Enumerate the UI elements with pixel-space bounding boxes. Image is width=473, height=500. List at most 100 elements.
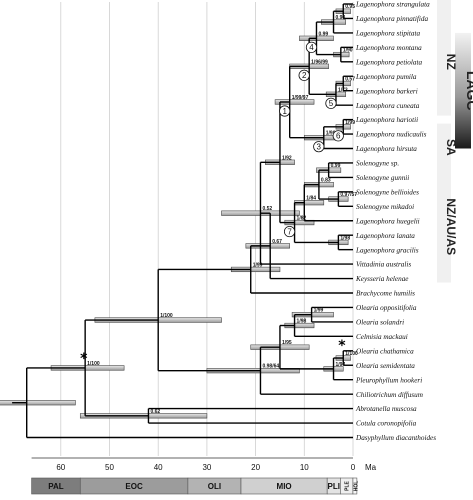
support-label-n7: 1/82 (297, 216, 307, 222)
taxon-lagenophora-gracilis: Lagenophora gracilis (355, 246, 419, 254)
taxon-labels: Lagenophora strangulata Lagenophora pinna… (355, 1, 436, 443)
epoch-label-oli: OLI (208, 482, 221, 491)
taxon-cotula-coronopifolia: Cotula coronopifolia (356, 420, 417, 428)
sa-region-bar (437, 123, 451, 167)
support-label-n62: 0.62 (150, 409, 160, 415)
circled-node-1 (279, 105, 291, 117)
nz-region-bar (437, 0, 451, 116)
tick-label-60: 60 (56, 463, 65, 472)
support-label-lgra: 1/98 (340, 235, 350, 241)
support-label-n100a: 1/100 (87, 361, 100, 367)
circled-node-4 (305, 41, 318, 53)
taxon-olearia-semidentata: Olearia semidentata (356, 362, 415, 370)
taxon-olearia-chathamica: Olearia chathamica (356, 347, 414, 355)
star-marker-n100a: * (80, 351, 88, 367)
axis-unit-label: Ma (365, 463, 377, 472)
time-axis: 60 50 40 30 20 10 0 Ma (31, 457, 377, 472)
taxon-lagenophora-montana: Lagenophora montana (355, 44, 422, 52)
taxon-olearia-solandri: Olearia solandri (356, 319, 404, 327)
circled-node-3 (313, 141, 325, 153)
label-lagc: LAGC (464, 71, 473, 111)
taxon-lagenophora-stipitata: Lagenophora stipitata (355, 30, 421, 38)
hpd-bar-root (0, 400, 76, 406)
epoch-hol (352, 477, 358, 495)
label-sa: SA (444, 139, 458, 156)
nzauas-region-bar (437, 166, 451, 283)
circled-node-label-1: 1 (282, 107, 287, 116)
taxon-lagenophora-hariotii: Lagenophora hariotii (355, 116, 418, 124)
support-label-o99: 1/99 (314, 308, 324, 314)
circled-node-7 (283, 225, 296, 238)
support-label-n100b: 1/100 (160, 313, 173, 319)
taxon-celmisia-mackaui: Celmisia mackaui (356, 333, 408, 341)
taxon-lagenophora-barkeri: Lagenophora barkeri (355, 87, 418, 95)
taxon-lagenophora-hirsuta: Lagenophora hirsuta (355, 145, 417, 153)
lagc-gradient-bar (455, 32, 471, 149)
support-label-n52: 0.52 (262, 206, 272, 212)
epoch-label-mio: MIO (277, 482, 292, 491)
circled-node-label-5: 5 (329, 99, 334, 108)
support-label-n67: 0.67 (272, 239, 282, 245)
circled-node-label-3: 3 (317, 142, 322, 151)
hpd-bar-o99 (291, 312, 334, 318)
support-label-n4: 0.99 (318, 31, 328, 37)
circled-node-label-6: 6 (336, 132, 341, 141)
tick-label-0: 0 (351, 463, 356, 472)
taxon-solenogyne-sp: Solenogyne sp. (356, 160, 399, 168)
support-label-o64: 0.98/64 (262, 364, 279, 370)
support-label-o94: 1/94 (336, 362, 346, 368)
tick-label-10: 10 (300, 463, 309, 472)
circled-node-label-2: 2 (302, 71, 307, 80)
hpd-bars (0, 8, 351, 419)
taxon-olearia-oppositifolia: Olearia oppositifolia (356, 304, 417, 312)
taxon-lagenophora-petiolata: Lagenophora petiolata (355, 58, 422, 66)
taxon-chiliotrichum-diffusum: Chiliotrichum diffusum (356, 391, 423, 399)
support-label-s83: 0.83 (321, 178, 331, 184)
support-labels: 0.95 0.93 1/90 0.99 0.57 1/73 1/96/99 1/99 1/99/… (87, 4, 358, 415)
taxon-lagenophora-strangulata: Lagenophora strangulata (355, 1, 430, 9)
circled-node-label-7: 7 (287, 227, 292, 236)
taxon-dasyphyllum-diacanthoides: Dasyphyllum diacanthoides (355, 434, 436, 442)
tree-branches (12, 3, 353, 439)
taxon-solenogyne-gunnii: Solenogyne gunnii (356, 174, 409, 182)
circled-node-2 (298, 69, 310, 81)
taxon-lagenophora-pinnatifida: Lagenophora pinnatifida (355, 15, 428, 23)
taxon-lagenophora-pumila: Lagenophora pumila (355, 73, 417, 81)
support-label-stip: 0.93 (336, 15, 346, 21)
epoch-label-hol: HOL (353, 481, 359, 492)
support-label-sgun: 0.99 (331, 163, 341, 169)
epoch-bar: PAL EOC OLI MIO PLI PLE HOL (31, 477, 359, 495)
taxon-brachycome-humilis: Brachycome humilis (356, 290, 415, 298)
label-nz-au-as: NZ/AU/AS (444, 198, 458, 255)
taxon-solenogyne-bellioides: Solenogyne bellioides (356, 188, 419, 196)
epoch-label-ple: PLE (345, 480, 351, 490)
taxon-abrotanella-muscosa: Abrotanella muscosa (355, 405, 417, 413)
support-label-o98: 1/98 (297, 319, 307, 325)
circled-node-labels: 4 5 2 6 3 1 7 * * (80, 41, 346, 367)
star-marker-ochat: * (338, 338, 346, 354)
support-label-ochat: 1/100 (345, 351, 358, 357)
support-label-s84: 1/84 (306, 196, 316, 202)
taxon-vittadinia-australis: Vittadinia australis (356, 261, 411, 269)
support-label-n2: 1/96/99 (311, 59, 328, 65)
label-nz: NZ (444, 54, 458, 70)
support-label-nudi: 1/99 (345, 120, 355, 126)
taxon-lagenophora-huegelii: Lagenophora huegelii (355, 217, 420, 225)
taxon-keysseria-helenae: Keysseria helenae (355, 275, 409, 283)
support-label-pinn: 0.95 (345, 4, 355, 10)
tick-label-40: 40 (154, 463, 163, 472)
hpd-bar-n1 (274, 99, 315, 105)
support-label-n92: 1/92 (282, 155, 292, 161)
taxon-lagenophora-cuneata: Lagenophora cuneata (355, 102, 420, 110)
support-label-o95: 1/95 (282, 340, 292, 346)
circled-node-label-4: 4 (309, 43, 314, 52)
epoch-label-pal: PAL (48, 482, 64, 491)
support-label-smik: 0.97/57 (340, 192, 357, 198)
taxon-pleurophyllum-hookeri: Pleurophyllum hookeri (355, 376, 422, 384)
support-label-n1: 1/99/97 (292, 95, 309, 101)
tick-label-20: 20 (251, 463, 260, 472)
circled-node-5 (325, 97, 337, 109)
support-label-n5: 1/73 (338, 87, 348, 93)
support-label-n99b: 1/99 (253, 262, 263, 268)
